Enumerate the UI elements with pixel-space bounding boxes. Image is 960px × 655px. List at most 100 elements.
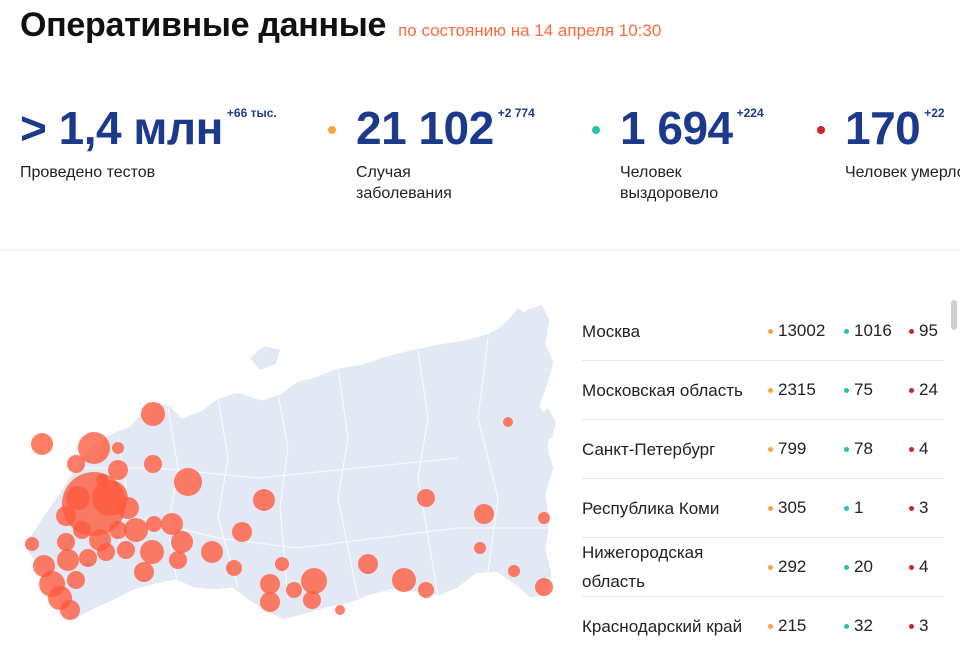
list-item[interactable]: Республика Коми 305 1 3: [582, 479, 944, 538]
region-name: Московская область: [582, 380, 743, 400]
deaths-dot-icon: [909, 623, 914, 629]
list-item[interactable]: Москва 13002 1016 95: [582, 302, 944, 361]
recovered-cell: 32: [844, 597, 873, 655]
map-bubble: [146, 516, 162, 532]
recovered-value: 1016: [854, 321, 892, 340]
stat-delta: +66 тыс.: [226, 106, 277, 120]
map-bubble: [25, 537, 39, 551]
cases-cell: 13002: [768, 302, 825, 360]
cases-cell: 305: [768, 479, 806, 537]
map-bubble: [418, 582, 434, 598]
recovered-dot-icon: [592, 126, 600, 134]
region-name: Санкт-Петербург: [582, 439, 716, 459]
stat-cases: 21 102 +2 774 Случая заболевания: [328, 100, 535, 204]
recovered-dot-icon: [844, 387, 849, 393]
map-bubble: [112, 442, 124, 454]
stat-label: Человек выздоровело: [620, 164, 719, 202]
map-bubble: [174, 468, 202, 496]
map-bubble: [358, 554, 378, 574]
list-item[interactable]: Санкт-Петербург 799 78 4: [582, 420, 944, 479]
deaths-value: 4: [919, 557, 929, 576]
cases-value: 292: [778, 557, 807, 576]
map-bubble: [144, 455, 162, 473]
map-bubble: [108, 460, 128, 480]
page-title: Оперативные данные: [20, 6, 387, 44]
map-bubble: [474, 504, 494, 524]
map-bubble: [141, 402, 165, 426]
map-bubble: [31, 433, 53, 455]
regions-scrollbar[interactable]: [951, 300, 957, 330]
map-bubble: [97, 543, 115, 561]
map-bubble: [60, 600, 80, 620]
deaths-cell: 24: [909, 361, 938, 419]
map-bubble: [508, 565, 520, 577]
region-name: Республика Коми: [582, 498, 720, 518]
list-item[interactable]: Краснодарский край 215 32 3: [582, 597, 944, 655]
stat-value: 1 694: [620, 102, 733, 154]
recovered-dot-icon: [844, 623, 849, 629]
russia-map[interactable]: [18, 298, 558, 638]
cases-cell: 799: [768, 420, 806, 478]
map-bubble: [535, 578, 553, 596]
recovered-cell: 75: [844, 361, 873, 419]
map-bubble: [117, 497, 139, 519]
deaths-dot-icon: [909, 328, 914, 334]
map-bubble: [417, 489, 435, 507]
cases-value: 2315: [778, 380, 816, 399]
cases-dot-icon: [768, 387, 773, 393]
map-bubble: [57, 549, 79, 571]
stat-value: 21 102: [356, 102, 494, 154]
recovered-value: 78: [854, 439, 873, 458]
list-item[interactable]: Нижегородская область 292 20 4: [582, 538, 944, 597]
map-landmass: [23, 303, 555, 621]
recovered-cell: 1016: [844, 302, 892, 360]
stat-recovered: 1 694 +224 Человек выздоровело: [592, 100, 770, 204]
recovered-cell: 1: [844, 479, 863, 537]
cases-value: 799: [778, 439, 807, 458]
map-bubble: [96, 474, 108, 486]
deaths-dot-icon: [909, 564, 914, 570]
deaths-cell: 3: [909, 479, 928, 537]
map-bubble: [117, 541, 135, 559]
recovered-dot-icon: [844, 446, 849, 452]
deaths-dot-icon: [909, 387, 914, 393]
stats-panel: > 1,4 млн +66 тыс. Проведено тестов 21 1…: [0, 100, 960, 220]
stat-delta: +2 774: [497, 106, 535, 120]
stat-label: Человек умерло: [845, 164, 960, 181]
map-bubble: [226, 560, 242, 576]
map-bubble: [140, 540, 164, 564]
deaths-dot-icon: [909, 446, 914, 452]
cases-value: 305: [778, 498, 807, 517]
map-bubble: [78, 432, 110, 464]
cases-dot-icon: [768, 505, 773, 511]
list-item[interactable]: Московская область 2315 75 24: [582, 361, 944, 420]
cases-cell: 2315: [768, 361, 816, 419]
map-bubble: [134, 562, 154, 582]
stat-label: Проведено тестов: [20, 164, 156, 181]
map-bubble: [124, 518, 148, 542]
recovered-value: 20: [854, 557, 873, 576]
stat-value: 170: [845, 102, 921, 154]
region-name: Нижегородская область: [582, 543, 704, 591]
cases-value: 215: [778, 616, 807, 635]
deaths-value: 24: [919, 380, 938, 399]
cases-dot-icon: [768, 564, 773, 570]
deaths-cell: 3: [909, 597, 928, 655]
map-bubble: [67, 455, 85, 473]
stat-delta: +224: [736, 106, 764, 120]
stat-delta: +22: [924, 106, 945, 120]
map-bubble: [169, 551, 187, 569]
deaths-value: 95: [919, 321, 938, 340]
cases-dot-icon: [768, 623, 773, 629]
stat-tests: > 1,4 млн +66 тыс. Проведено тестов: [20, 100, 277, 183]
deaths-value: 3: [919, 498, 929, 517]
map-bubble: [260, 592, 280, 612]
map-bubble: [73, 521, 91, 539]
cases-value: 13002: [778, 321, 826, 340]
map-bubble: [79, 549, 97, 567]
map-bubble: [67, 571, 85, 589]
map-bubble: [538, 512, 550, 524]
region-name: Москва: [582, 321, 641, 341]
map-bubble: [66, 486, 90, 510]
regions-list: Москва 13002 1016 95 Московская область …: [582, 302, 944, 655]
